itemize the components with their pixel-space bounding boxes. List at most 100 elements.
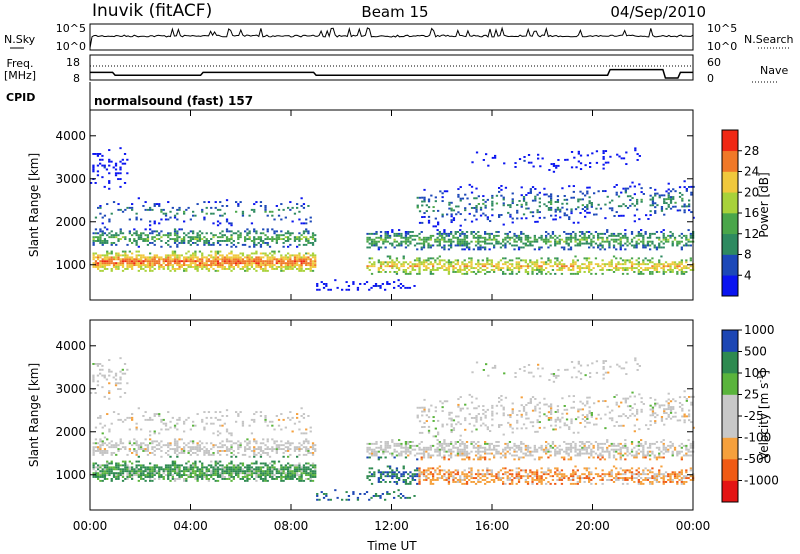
power-cell (94, 260, 98, 263)
power-cell (311, 243, 315, 246)
velocity-cell (219, 432, 222, 435)
velocity-cell (246, 479, 249, 482)
power-cell (221, 234, 224, 237)
power-cell (436, 229, 439, 232)
power-cell (468, 265, 471, 268)
velocity-cell (524, 479, 527, 481)
velocity-cell (114, 384, 118, 387)
power-cell (477, 203, 480, 205)
velocity-cell (287, 448, 290, 451)
velocity-cell (443, 469, 446, 472)
power-cell (106, 250, 109, 253)
velocity-cell (253, 418, 256, 421)
power-cell (518, 200, 521, 202)
power-cell (103, 254, 107, 257)
velocity-cell (576, 482, 579, 485)
power-cell (470, 185, 474, 188)
velocity-cell (223, 470, 226, 473)
power-cell (402, 257, 405, 260)
power-cell (502, 198, 505, 201)
velocity-cell (248, 478, 251, 480)
velocity-cell (619, 467, 622, 470)
velocity-cell (144, 476, 147, 478)
velocity-cell (266, 468, 269, 471)
power-cell (625, 151, 628, 154)
power-cell (178, 236, 181, 239)
power-cell (457, 211, 460, 214)
velocity-cell (219, 411, 222, 414)
power-cell (436, 244, 439, 247)
power-cell (110, 236, 113, 239)
velocity-cell (110, 422, 113, 425)
power-cell (642, 234, 645, 237)
velocity-cell (576, 469, 579, 472)
power-cell (379, 265, 383, 268)
velocity-cell (185, 444, 188, 447)
velocity-cell (115, 466, 118, 469)
power-cell (253, 252, 256, 255)
power-cell (112, 256, 116, 259)
velocity-cell (183, 420, 186, 423)
power-cell (169, 269, 172, 272)
power-cell (576, 238, 579, 241)
power-cell (536, 240, 539, 243)
velocity-cell (293, 446, 297, 449)
velocity-cell (655, 479, 659, 481)
power-cell (517, 263, 521, 266)
power-cell (441, 192, 444, 195)
velocity-cell (149, 418, 152, 421)
power-cell (646, 269, 650, 271)
power-cell (490, 242, 493, 245)
power-cell (450, 215, 453, 218)
velocity-cell (135, 426, 138, 429)
power-cell (474, 272, 478, 275)
velocity-cell (135, 422, 138, 425)
power-cell (559, 208, 562, 211)
power-cell (689, 244, 692, 247)
power-cell (289, 254, 292, 257)
power-cell (484, 231, 487, 233)
colorbar-segment (722, 233, 738, 255)
power-cell (373, 261, 376, 264)
power-cell (597, 236, 600, 239)
velocity-cell (185, 479, 188, 482)
power-cell (540, 246, 543, 249)
power-cell (577, 152, 580, 155)
power-cell (636, 159, 639, 161)
power-cell (305, 238, 308, 241)
power-cell (517, 261, 521, 264)
velocity-cell (402, 479, 405, 481)
power-cell (584, 194, 587, 197)
velocity-cell (228, 478, 231, 480)
velocity-cell (311, 472, 315, 475)
velocity-cell (280, 413, 283, 416)
velocity-cell (203, 426, 206, 429)
power-cell (667, 198, 670, 201)
power-cell (124, 258, 127, 261)
power-cell (309, 266, 312, 268)
velocity-cell (255, 468, 258, 471)
power-cell (158, 238, 161, 241)
power-cell (463, 263, 466, 266)
velocity-cell (196, 479, 199, 482)
power-cell (311, 266, 315, 268)
velocity-cell (452, 475, 455, 478)
velocity-cell (642, 469, 645, 472)
power-cell (637, 232, 640, 235)
power-cell (225, 240, 229, 242)
power-cell (624, 234, 627, 237)
power-cell (524, 236, 527, 239)
velocity-cell (121, 442, 125, 445)
power-cell (187, 206, 190, 209)
power-cell (568, 216, 571, 219)
velocity-cell (540, 481, 543, 483)
velocity-cell (273, 428, 276, 431)
velocity-cell (185, 470, 188, 473)
power-cell (586, 192, 589, 195)
power-cell (246, 268, 249, 270)
velocity-cell (282, 476, 285, 478)
velocity-cell (205, 472, 208, 475)
power-cell (547, 208, 551, 211)
power-cell (230, 238, 233, 241)
power-cell (461, 244, 464, 247)
